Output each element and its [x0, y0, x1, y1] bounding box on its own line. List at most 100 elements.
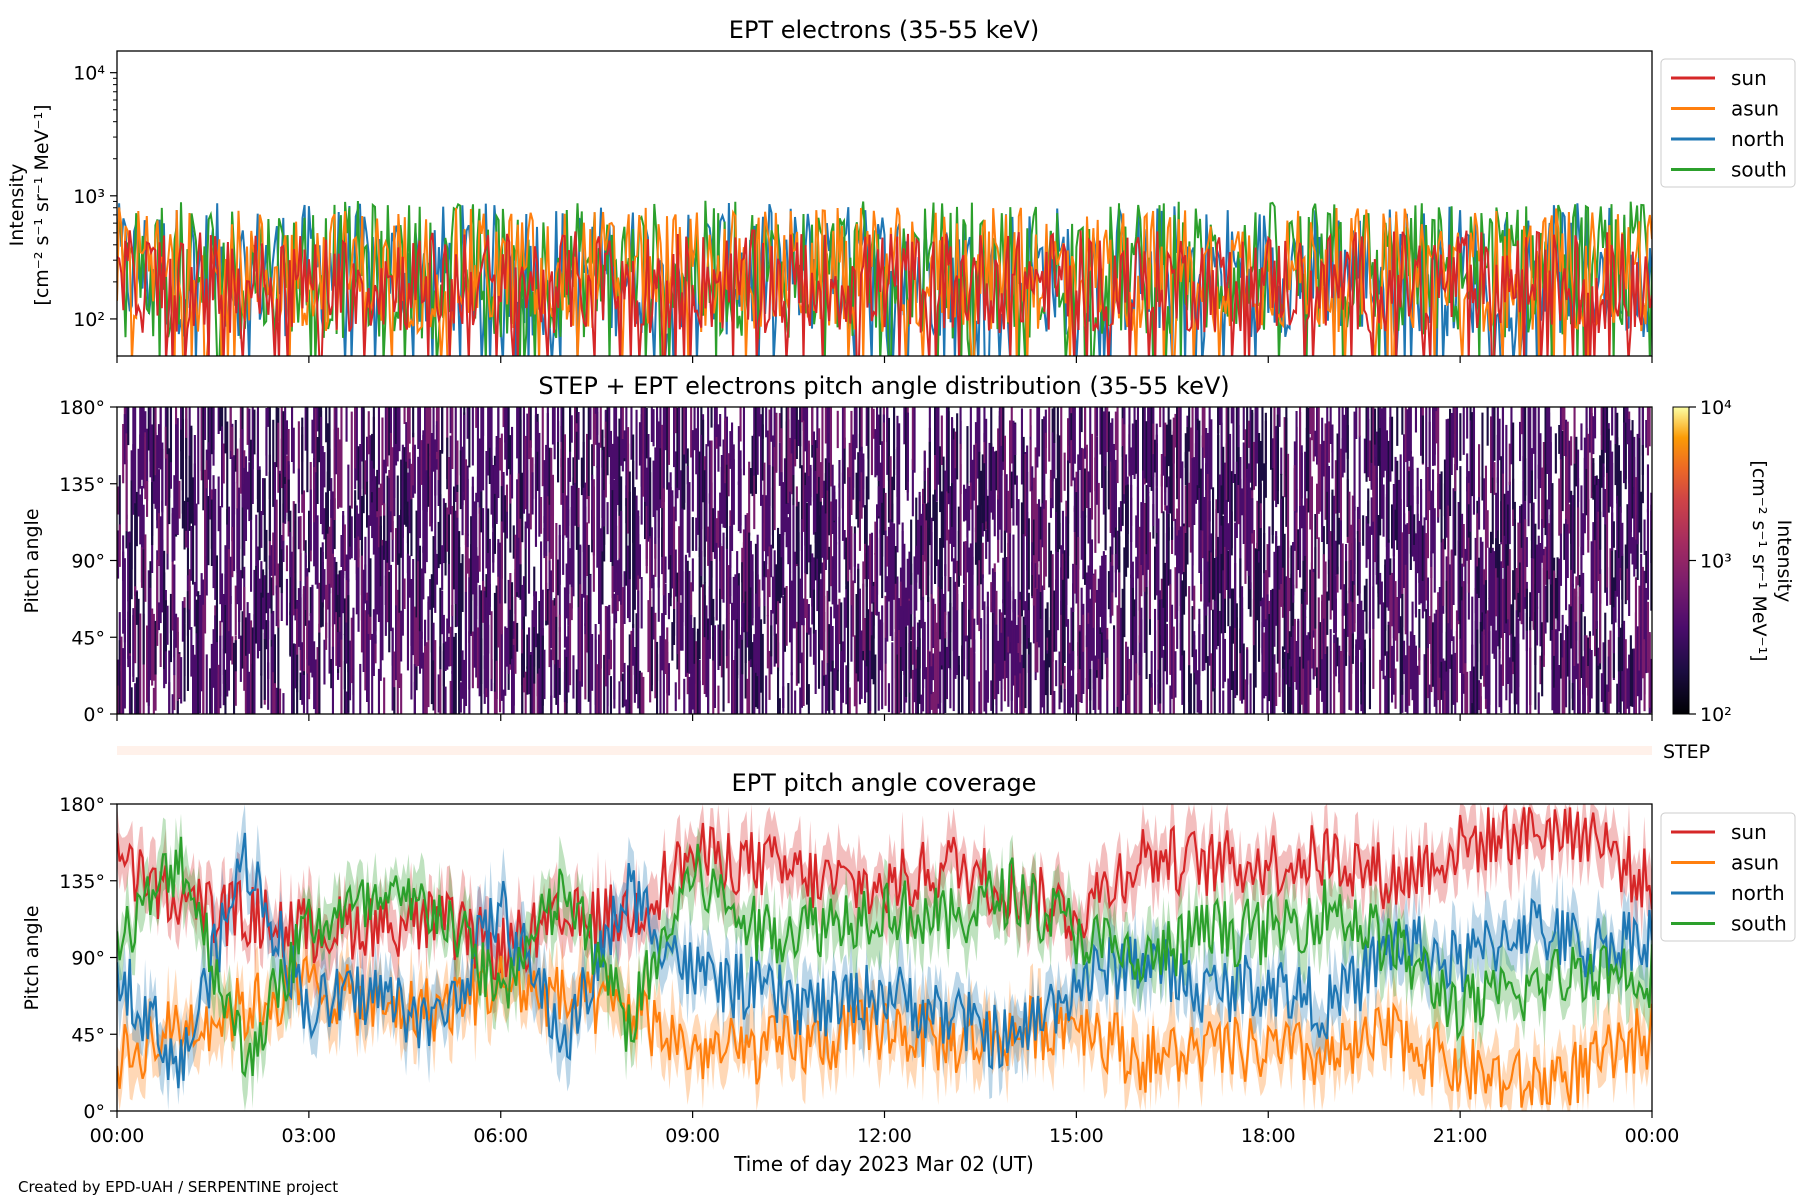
heatmap-cell — [1631, 648, 1634, 707]
heatmap-cell — [870, 635, 874, 680]
heatmap-cell — [841, 641, 845, 703]
heatmap-cell — [1380, 447, 1383, 519]
heatmap-cell — [333, 498, 336, 550]
heatmap-cell — [627, 443, 630, 534]
heatmap-cell — [1449, 585, 1452, 643]
heatmap-cell — [1270, 590, 1273, 647]
heatmap-cell — [737, 481, 740, 532]
heatmap-cell — [384, 575, 387, 636]
heatmap-cell — [570, 485, 573, 588]
heatmap-cell — [635, 495, 638, 590]
heatmap-cell — [1505, 532, 1508, 624]
heatmap-cell — [991, 568, 995, 613]
heatmap-cell — [956, 594, 959, 673]
heatmap-cell — [596, 664, 599, 714]
heatmap-cell — [524, 435, 527, 510]
heatmap-cell — [221, 426, 224, 459]
heatmap-cell — [1014, 423, 1017, 455]
heatmap-cell — [913, 595, 916, 703]
heatmap-cell — [529, 654, 532, 714]
heatmap-cell — [1394, 668, 1397, 709]
heatmap-cell — [847, 467, 850, 582]
heatmap-cell — [502, 475, 505, 521]
heatmap-cell — [1433, 407, 1436, 466]
heatmap-cell — [1628, 654, 1631, 714]
heatmap-cell — [577, 607, 580, 713]
heatmap-cell — [800, 465, 804, 551]
heatmap-cell — [621, 673, 624, 708]
heatmap-cell — [620, 407, 623, 466]
heatmap-cell — [691, 628, 694, 710]
heatmap-cell — [1365, 434, 1368, 482]
heatmap-cell — [621, 407, 624, 439]
heatmap-cell — [1251, 409, 1254, 491]
heatmap-cell — [185, 418, 188, 531]
heatmap-cell — [1022, 520, 1025, 611]
heatmap-cell — [1034, 447, 1037, 564]
heatmap-cell — [1559, 443, 1563, 562]
heatmap-cell — [545, 539, 548, 603]
heatmap-cell — [790, 672, 793, 714]
heatmap-cell — [719, 414, 722, 447]
heatmap-cell — [771, 466, 775, 549]
heatmap-cell — [963, 541, 966, 584]
heatmap-cell — [577, 487, 580, 528]
colorbar-tick-label: 10⁴ — [1700, 397, 1732, 419]
heatmap-cell — [272, 610, 275, 714]
heatmap-cell — [1193, 457, 1196, 525]
heatmap-cell — [1254, 407, 1257, 450]
y-tick-label: 10² — [73, 309, 105, 331]
heatmap-cell — [1548, 523, 1551, 580]
heatmap-cell — [1570, 490, 1573, 544]
heatmap-cell — [195, 633, 198, 714]
heatmap-cell — [388, 571, 391, 653]
heatmap-cell — [864, 505, 867, 544]
heatmap-cell — [695, 517, 698, 551]
heatmap-cell — [557, 559, 560, 596]
heatmap-cell — [483, 591, 486, 669]
heatmap-cell — [1351, 602, 1354, 649]
heatmap-cell — [1580, 546, 1583, 604]
heatmap-cell — [186, 497, 190, 613]
heatmap-cell — [395, 605, 398, 681]
heatmap-cell — [1353, 538, 1356, 624]
heatmap-cell — [239, 407, 242, 494]
heatmap-cell — [1401, 593, 1404, 695]
heatmap-cell — [627, 665, 630, 714]
panel3-title: EPT pitch angle coverage — [732, 769, 1037, 797]
heatmap-cell — [1462, 407, 1465, 455]
heatmap-cell — [1498, 544, 1501, 650]
heatmap-cell — [362, 569, 365, 672]
heatmap-cell — [575, 407, 578, 424]
heatmap-cell — [441, 545, 444, 590]
heatmap-cell — [296, 608, 299, 675]
heatmap-cell — [698, 660, 701, 714]
heatmap-cell — [748, 532, 751, 622]
heatmap-cell — [1380, 408, 1383, 462]
heatmap-cell — [396, 475, 399, 565]
heatmap-cell — [519, 503, 522, 589]
heatmap-cell — [968, 547, 971, 653]
heatmap-cell — [1476, 513, 1479, 567]
colorbar-label-line1: Intensity — [1773, 520, 1795, 603]
heatmap-cell — [899, 581, 903, 619]
heatmap-cell — [1385, 430, 1389, 547]
heatmap-cell — [1307, 632, 1310, 661]
heatmap-cell — [923, 451, 926, 481]
heatmap-cell — [1592, 416, 1595, 455]
heatmap-cell — [123, 558, 126, 643]
heatmap-cell — [504, 495, 507, 604]
heatmap-cell — [751, 554, 754, 626]
heatmap-cell — [205, 556, 208, 596]
heatmap-cell — [632, 624, 635, 666]
heatmap-cell — [483, 655, 486, 694]
heatmap-cell — [995, 450, 998, 491]
heatmap-cell — [258, 578, 261, 607]
intensity-lines — [117, 200, 1652, 356]
heatmap-cell — [744, 591, 747, 663]
heatmap-cell — [1404, 655, 1407, 712]
heatmap-cell — [1075, 694, 1078, 714]
heatmap-cell — [952, 439, 955, 547]
heatmap-cell — [613, 479, 616, 593]
heatmap-cell — [944, 631, 947, 713]
